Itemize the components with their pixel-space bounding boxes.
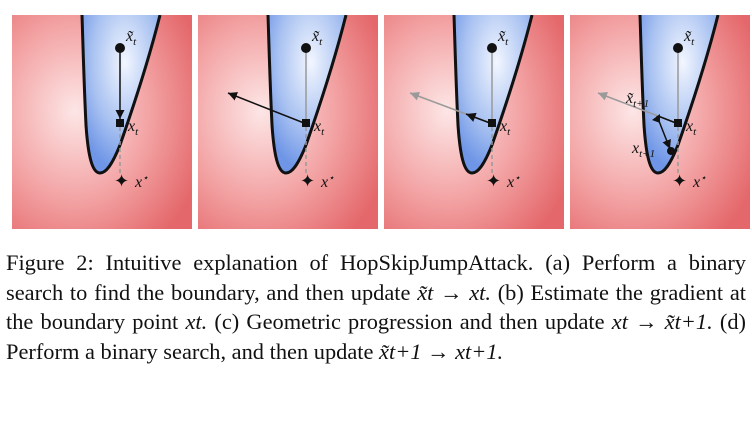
star-icon: ✦: [300, 171, 315, 191]
step-arrow: [465, 112, 491, 124]
caption-update-d: x̃t+1 → xt+1.: [379, 338, 504, 364]
star-icon: ✦: [486, 171, 501, 191]
gradient-arrow: [227, 92, 305, 124]
caption-point-b: xt.: [185, 309, 208, 335]
star-icon: ✦: [672, 171, 687, 191]
caption-part-a: (a) Perform a binary search to find the …: [6, 250, 747, 305]
panel-c: x̃t xt ✦ x⋆: [384, 15, 564, 229]
point-x-t: [116, 119, 124, 127]
decision-boundary: [80, 15, 162, 175]
caption-update-a: x̃t → xt.: [417, 279, 491, 305]
panel-d: x̃t xt x̃t+1 xt+1 ✦ x⋆: [570, 15, 750, 229]
caption-part-b: (b) Estimate the gradient at the boundar…: [6, 279, 746, 335]
caption-update-c: xt → x̃t+1.: [611, 309, 713, 335]
star-icon: ✦: [114, 171, 129, 191]
point-x-t1: [667, 147, 675, 155]
panel-a: x̃t xt ✦ x⋆: [12, 15, 192, 229]
figure-caption: Figure 2: Intuitive explanation of HopSk…: [6, 248, 746, 366]
decision-region: [82, 15, 160, 173]
figure-label: Figure 2:: [6, 250, 94, 275]
caption-title: Intuitive explanation of HopSkipJumpAtta…: [105, 250, 534, 275]
caption-part-d: (d) Perform a binary search, and then up…: [6, 309, 746, 364]
panel-b: x̃t xt ✦ x⋆: [198, 15, 378, 229]
caption-part-c: (c) Geometric progression and then updat…: [214, 309, 605, 335]
point-x-tilde-t: [115, 43, 125, 53]
